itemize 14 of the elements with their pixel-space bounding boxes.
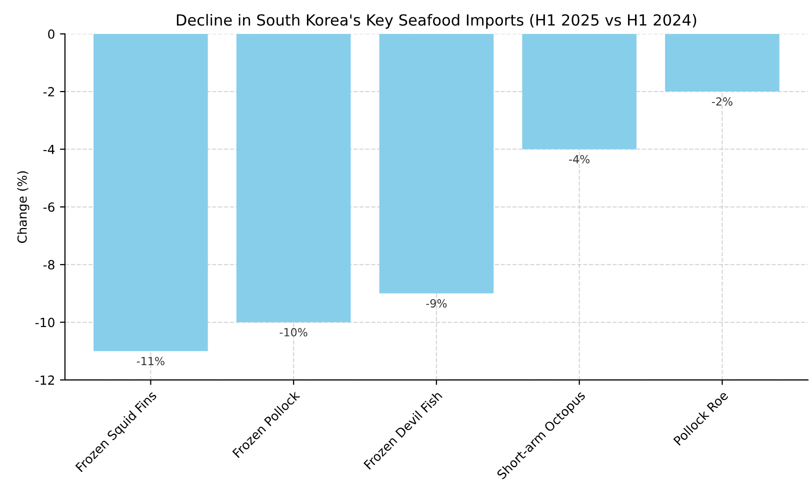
chart-title: Decline in South Korea's Key Seafood Imports (H1 2025 vs H1 2024): [176, 14, 696, 29]
y-axis-title: Change (%): [17, 171, 30, 243]
y-tick-label: -4: [43, 144, 55, 154]
y-tick-label: -10: [35, 318, 54, 328]
data-label: -2%: [712, 97, 732, 106]
y-tick-label: 0: [48, 29, 54, 39]
y-tick-label: -6: [43, 202, 54, 212]
data-label: -11%: [136, 356, 164, 366]
y-tick-label: -2: [43, 87, 54, 96]
y-tick-label: -12: [35, 375, 54, 385]
data-label: -9%: [426, 299, 447, 308]
data-label: -4%: [569, 154, 590, 164]
y-tick-label: -8: [43, 260, 54, 270]
data-label: -10%: [280, 328, 308, 336]
